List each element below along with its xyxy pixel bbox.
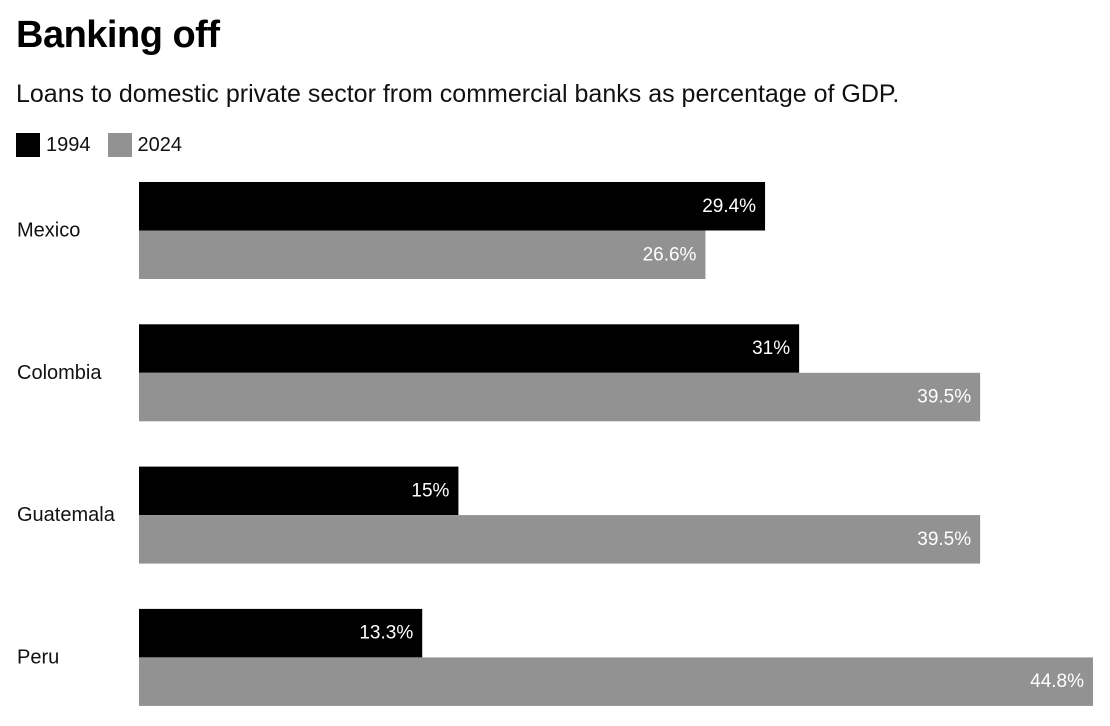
- category-label-peru: Peru: [17, 646, 59, 668]
- value-label-peru-2024: 44.8%: [1030, 671, 1084, 692]
- legend-label-1994: 1994: [46, 133, 91, 156]
- value-label-mexico-1994: 29.4%: [702, 196, 756, 217]
- bar-guatemala-2024: [139, 515, 981, 564]
- bar-mexico-2024: [139, 230, 706, 279]
- bar-peru-2024: [139, 657, 1093, 706]
- value-label-peru-1994: 13.3%: [359, 623, 413, 644]
- bar-colombia-1994: [139, 324, 800, 373]
- bar-mexico-1994: [139, 182, 766, 231]
- legend-item-1994: 1994: [16, 133, 91, 157]
- legend-swatch-2024: [107, 133, 132, 157]
- value-label-mexico-2024: 26.6%: [643, 244, 697, 265]
- chart-subtitle: Loans to domestic private sector from co…: [16, 80, 900, 108]
- chart-title: Banking off: [16, 14, 220, 56]
- legend: 1994 2024: [16, 132, 199, 158]
- legend-label-2024: 2024: [137, 133, 183, 156]
- value-label-colombia-1994: 31%: [752, 338, 790, 359]
- bar-peru-1994: [139, 608, 423, 658]
- category-label-colombia: Colombia: [17, 362, 102, 384]
- bar-guatemala-1994: [139, 466, 459, 516]
- value-label-guatemala-2024: 39.5%: [917, 529, 971, 550]
- category-label-guatemala: Guatemala: [17, 504, 116, 526]
- value-label-colombia-2024: 39.5%: [917, 387, 971, 408]
- legend-swatch-1994: [16, 133, 40, 157]
- bar-colombia-2024: [139, 372, 981, 422]
- value-label-guatemala-1994: 15%: [411, 480, 449, 501]
- category-label-mexico: Mexico: [17, 220, 80, 242]
- legend-item-2024: 2024: [107, 133, 183, 157]
